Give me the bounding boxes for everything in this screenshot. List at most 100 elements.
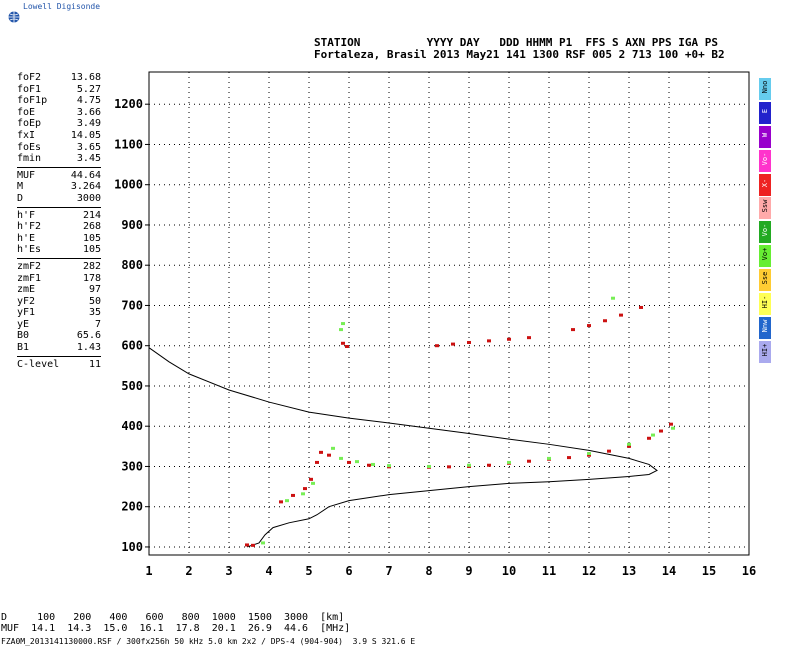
legend-label: Vo- [761,224,769,237]
parameter-value: 268 [82,221,101,233]
parameter-row: yF2 50 [17,296,101,308]
legend-swatch: Ssw [759,197,771,220]
echo-point [331,446,335,450]
y-tick-label: 1200 [114,97,143,111]
legend-label: HI- [761,295,769,309]
parameter-row: D 3000 [17,193,101,205]
parameter-name: h'F2 [17,221,42,233]
y-tick-label: 900 [121,218,143,232]
echo-point [467,463,471,467]
plot-frame [148,71,750,556]
parameter-value: 14.05 [70,129,101,141]
muf-frequency-row: MUF 14.1 14.3 15.0 16.1 17.8 20.1 26.9 4… [1,623,351,634]
echo-point [245,543,249,547]
echo-point [547,456,551,460]
echo-point [367,463,371,467]
echo-point [285,499,289,503]
parameter-row: fmin 3.45 [17,153,101,165]
parameter-name: h'Es [17,244,42,256]
x-tick-label: 12 [582,564,596,578]
parameter-row: foF1 5.27 [17,84,101,96]
muf-distance-row: D 100 200 400 600 800 1000 1500 3000 [km… [1,612,345,623]
x-tick-label: 10 [502,564,516,578]
parameter-separator [17,355,101,357]
y-tick-label: 700 [121,298,143,312]
echo-point [507,460,511,464]
parameter-name: foEs [17,141,42,153]
y-tick-label: 400 [121,419,143,433]
parameter-value: 7 [94,318,101,330]
echo-point [487,339,491,343]
legend-swatch: Vo- [759,149,771,172]
file-info-footer: FZA0M_2013141130000.RSF / 300fx256h 50 k… [1,637,416,646]
echo-point [619,313,623,317]
echo-point [387,464,391,468]
parameter-value: 282 [82,260,101,272]
parameter-value: 35 [88,307,101,319]
parameter-row: foE 3.66 [17,107,101,119]
parameter-name: yE [17,318,30,330]
legend-swatch: Nno [759,78,771,100]
parameter-name: B0 [17,330,30,342]
parameter-row: yF1 35 [17,307,101,319]
globe-icon [8,11,20,23]
echo-point [467,340,471,344]
legend-label: Vo+ [761,247,769,261]
legend-label: W [761,132,769,137]
x-tick-label: 7 [385,564,392,578]
echo-point [647,436,651,440]
echo-point [627,442,631,446]
legend-swatch: HI- [759,293,771,316]
parameter-value: 105 [82,232,101,244]
legend-label: HI+ [761,343,769,357]
echo-point [611,296,615,300]
parameter-value: 65.6 [76,330,101,342]
echo-point [571,328,575,332]
parameter-row: B0 65.6 [17,330,101,342]
parameter-separator [17,206,101,208]
legend-swatch: Sse [759,269,771,292]
parameter-row: h'F 214 [17,210,101,222]
legend-label: Sse [761,271,769,285]
echo-point [527,459,531,463]
x-tick-label: 4 [265,564,272,578]
echo-point [435,344,439,348]
echo-point [261,541,265,545]
parameter-row: M 3.264 [17,181,101,193]
parameter-row: foF2 13.68 [17,72,101,84]
legend-swatch: E [759,101,771,124]
parameter-row: foEp 3.49 [17,118,101,130]
legend-label: E [761,108,769,113]
echo-point [345,345,349,349]
parameter-separator [17,166,101,168]
legend-swatch: Nnw [759,316,771,339]
legend-swatch: Vo+ [759,245,771,268]
parameter-value: 97 [88,284,101,296]
y-tick-label: 600 [121,339,143,353]
x-tick-label: 2 [185,564,192,578]
parameter-row: B1 1.43 [17,342,101,354]
parameter-value: 1.43 [76,342,101,354]
echo-point [291,493,295,497]
legend-label: Nno [761,80,769,94]
x-tick-label: 6 [345,564,352,578]
y-tick-label: 1000 [114,178,143,192]
parameter-value: 3.66 [76,106,101,118]
parameter-name: h'F [17,209,36,221]
echo-point [339,328,343,332]
echo-point [339,456,343,460]
echo-point [607,449,611,453]
parameter-name: h'E [17,232,36,244]
parameter-name: zmF1 [17,272,42,284]
x-tick-label: 11 [542,564,556,578]
echo-point [341,322,345,326]
parameter-value: 3.264 [70,181,101,193]
parameter-value: 50 [88,295,101,307]
x-tick-label: 13 [622,564,636,578]
echo-point [659,429,663,433]
echo-point [669,422,673,426]
legend-swatch: HI+ [759,340,771,363]
echo-point [309,477,313,481]
legend-label: Nnw [761,319,769,333]
